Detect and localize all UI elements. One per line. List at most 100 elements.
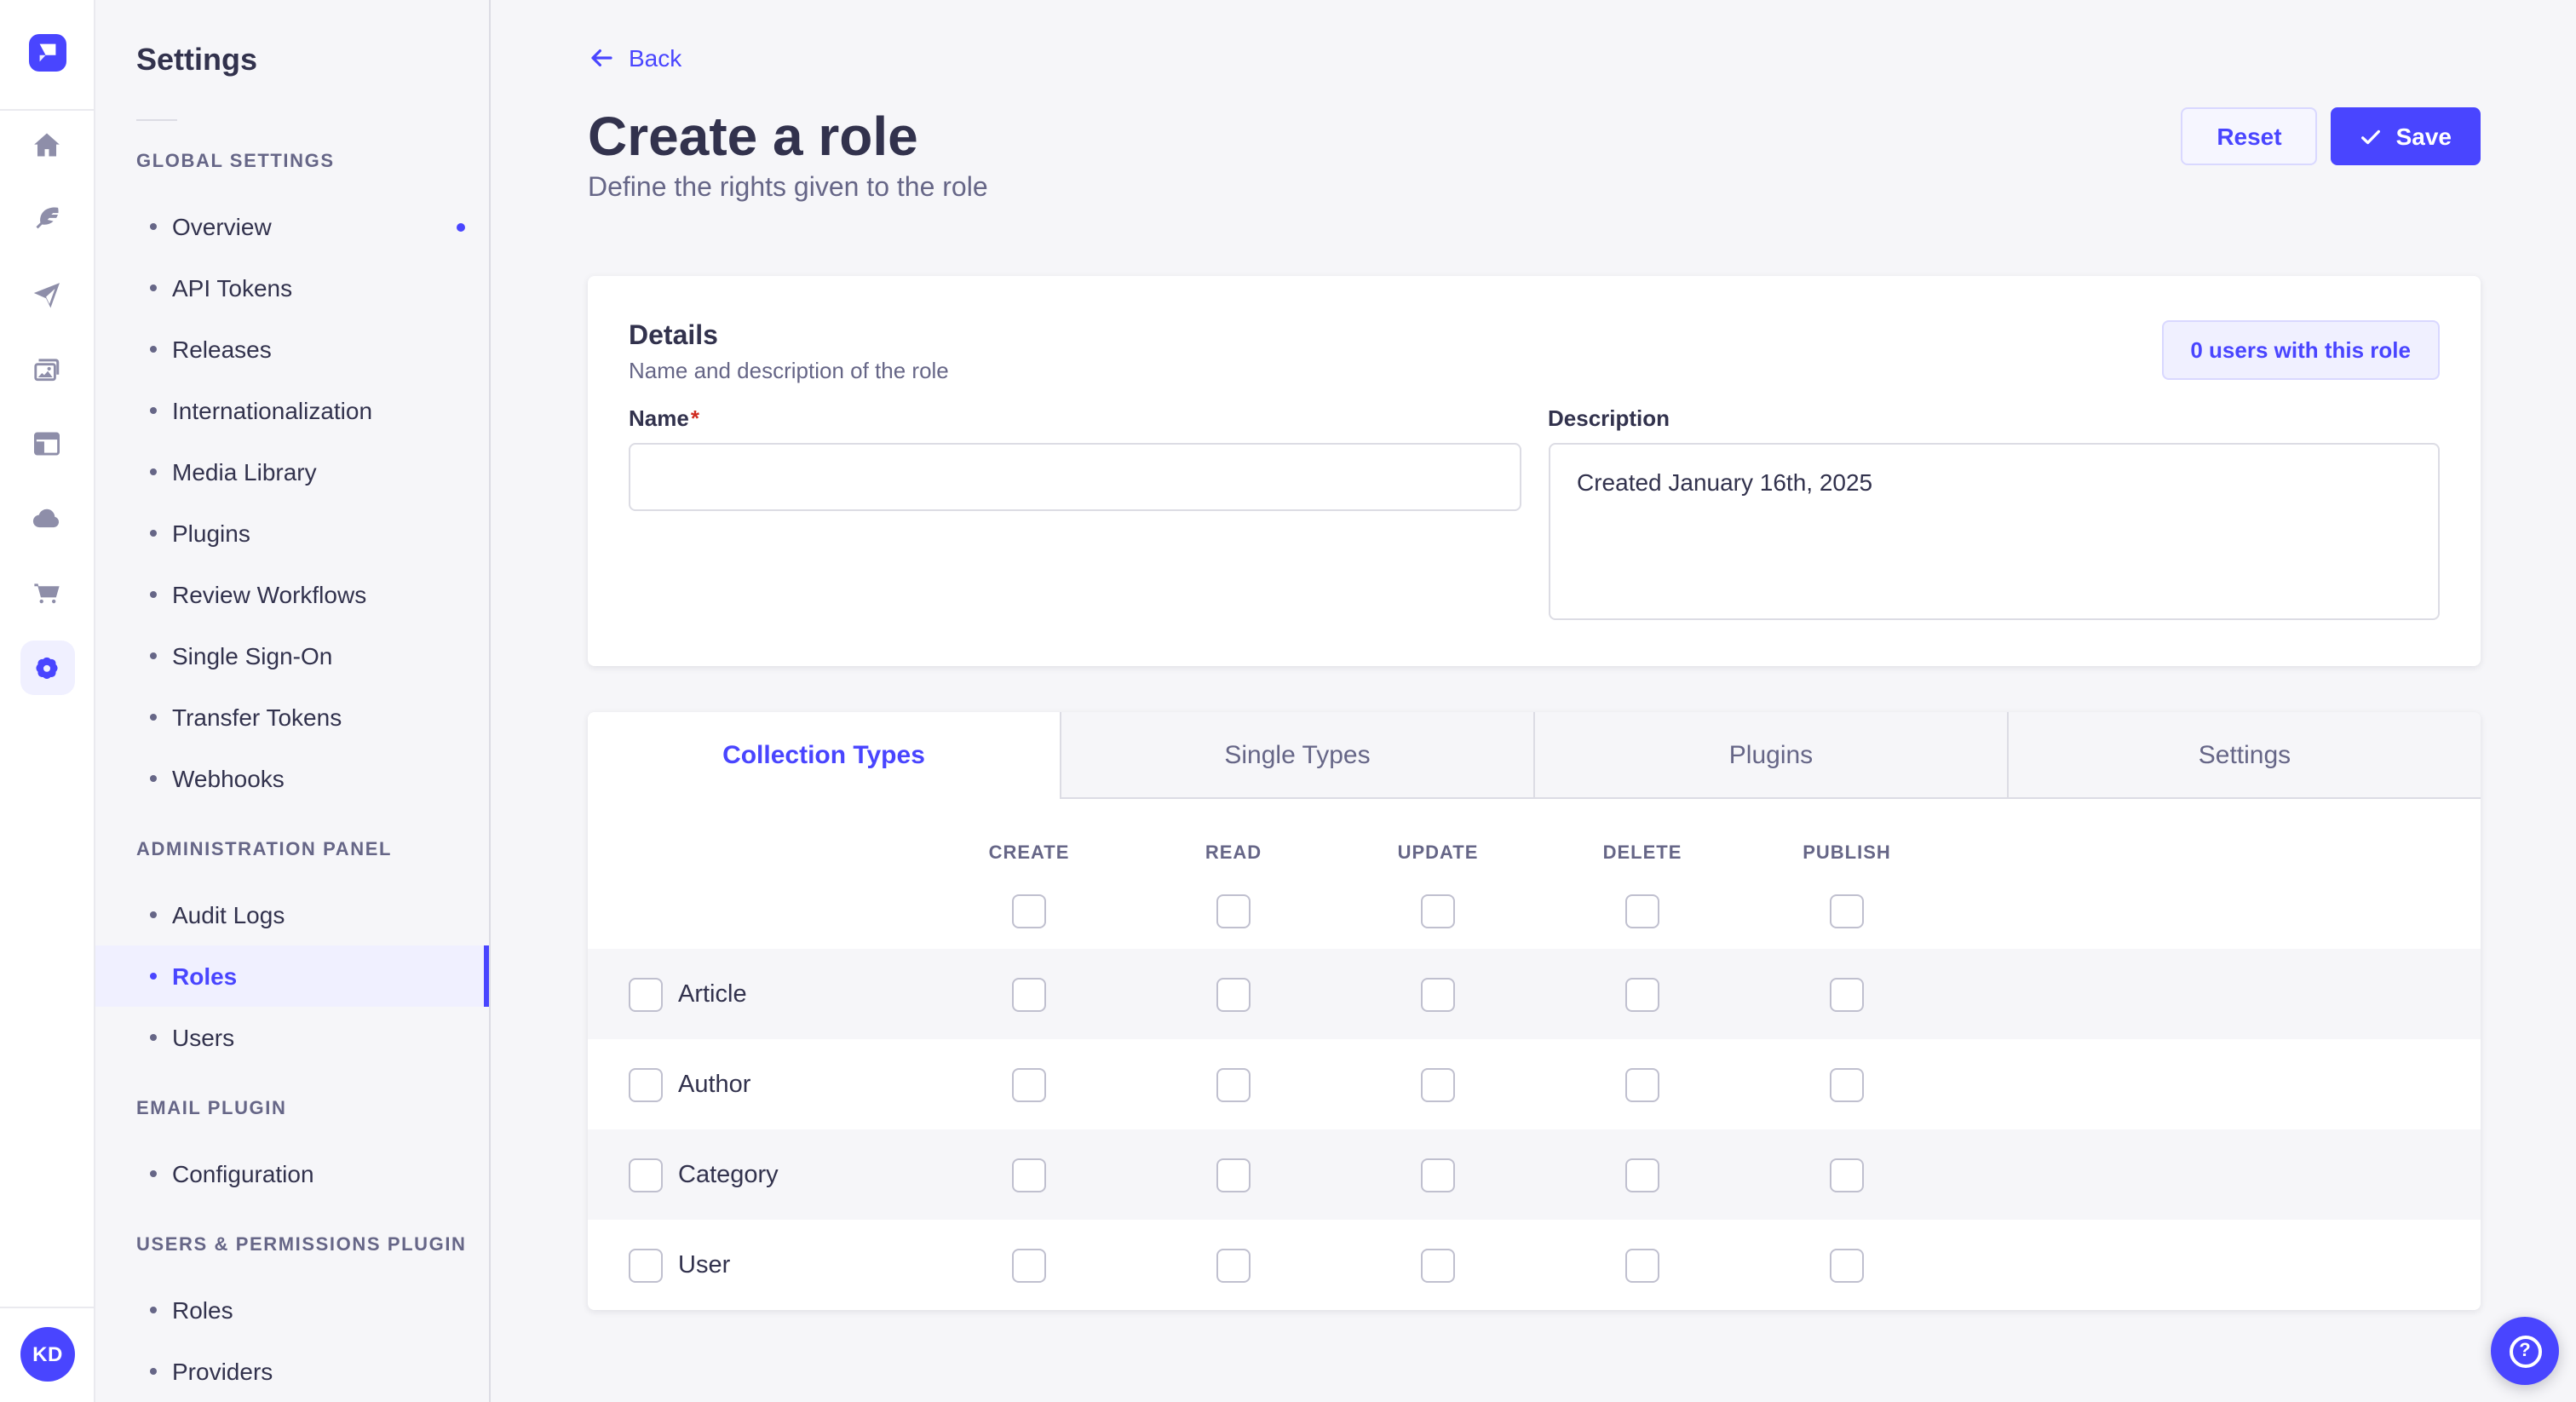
page-subtitle: Define the rights given to the role (588, 174, 988, 203)
checkbox-author-delete[interactable] (1625, 1067, 1659, 1101)
checkbox-article-read[interactable] (1216, 977, 1251, 1011)
reset-button[interactable]: Reset (2181, 107, 2318, 165)
checkbox-category-create[interactable] (1012, 1158, 1046, 1192)
description-label: Description (1548, 405, 1670, 431)
checkbox-row-category[interactable] (629, 1158, 663, 1192)
bullet-icon (150, 346, 157, 353)
bullet-icon (150, 1307, 157, 1313)
section-label-users-permissions-plugin: USERS & PERMISSIONS PLUGIN (136, 1235, 467, 1255)
checkbox-all-create[interactable] (1012, 894, 1046, 928)
sidebar-item-internationalization[interactable]: Internationalization (95, 380, 489, 441)
checkbox-all-read[interactable] (1216, 894, 1251, 928)
table-row-article: Article (588, 949, 2481, 1039)
description-textarea[interactable]: Created January 16th, 2025 (1548, 443, 2440, 620)
page-title: Create a role (588, 106, 918, 167)
avatar[interactable]: KD (20, 1327, 75, 1382)
sidebar-item-webhooks[interactable]: Webhooks (95, 748, 489, 809)
checkbox-row-article[interactable] (629, 977, 663, 1011)
bullet-icon (150, 284, 157, 291)
cloud-icon[interactable] (20, 491, 74, 545)
layout-panel-icon[interactable] (20, 416, 74, 470)
users-with-role-button[interactable]: 0 users with this role (2161, 320, 2440, 380)
sidebar-item-overview[interactable]: Overview (95, 196, 489, 257)
checkbox-article-create[interactable] (1012, 977, 1046, 1011)
sidebar-item-label: Review Workflows (172, 581, 367, 608)
checkbox-category-publish[interactable] (1830, 1158, 1864, 1192)
name-label-text: Name (629, 405, 689, 431)
sidebar-item-up-roles[interactable]: Roles (95, 1279, 489, 1341)
bullet-icon (150, 775, 157, 782)
checkbox-article-publish[interactable] (1830, 977, 1864, 1011)
sidebar-item-label: Plugins (172, 520, 250, 547)
sidebar-item-label: Overview (172, 213, 272, 240)
strip-divider-bottom (0, 1307, 94, 1308)
bullet-icon (150, 652, 157, 659)
sidebar-item-single-sign-on[interactable]: Single Sign-On (95, 625, 489, 687)
sidebar-title: Settings (136, 43, 258, 77)
help-button[interactable]: ? (2491, 1317, 2559, 1385)
checkbox-article-update[interactable] (1421, 977, 1455, 1011)
tab-plugins[interactable]: Plugins (1533, 712, 2007, 799)
media-library-icon[interactable] (20, 342, 74, 397)
checkbox-user-delete[interactable] (1625, 1248, 1659, 1282)
checkbox-user-read[interactable] (1216, 1248, 1251, 1282)
checkbox-user-update[interactable] (1421, 1248, 1455, 1282)
sidebar-item-users[interactable]: Users (95, 1007, 489, 1068)
name-input[interactable] (629, 443, 1521, 511)
sidebar-item-label: API Tokens (172, 274, 293, 302)
home-icon[interactable] (20, 118, 74, 172)
sidebar-item-transfer-tokens[interactable]: Transfer Tokens (95, 687, 489, 748)
checkbox-row-author[interactable] (629, 1067, 663, 1101)
name-label: Name * (629, 405, 1521, 433)
bullet-icon (150, 407, 157, 414)
table-row-category: Category (588, 1129, 2481, 1220)
sidebar-item-label: Transfer Tokens (172, 704, 342, 731)
tab-collection-types[interactable]: Collection Types (588, 712, 1060, 799)
settings-sidebar: Settings GLOBAL SETTINGS Overview API To… (95, 0, 491, 1402)
checkbox-author-publish[interactable] (1830, 1067, 1864, 1101)
sidebar-item-audit-logs[interactable]: Audit Logs (95, 884, 489, 945)
marketplace-cart-icon[interactable] (20, 566, 74, 620)
column-header-read: READ (1205, 843, 1262, 864)
checkbox-category-read[interactable] (1216, 1158, 1251, 1192)
strapi-logo[interactable] (29, 34, 66, 72)
sidebar-item-label: Providers (172, 1358, 273, 1385)
settings-gear-icon[interactable] (20, 641, 74, 695)
bullet-icon (150, 1034, 157, 1041)
checkbox-all-publish[interactable] (1830, 894, 1864, 928)
column-header-create: CREATE (988, 843, 1070, 864)
sidebar-item-configuration[interactable]: Configuration (95, 1143, 489, 1204)
checkbox-category-delete[interactable] (1625, 1158, 1659, 1192)
checkbox-user-publish[interactable] (1830, 1248, 1864, 1282)
sidebar-item-label: Media Library (172, 458, 317, 486)
tab-single-types[interactable]: Single Types (1060, 712, 1533, 799)
sidebar-item-media-library[interactable]: Media Library (95, 441, 489, 503)
main-nav-strip: KD (0, 0, 95, 1402)
back-link[interactable]: Back (588, 44, 681, 72)
checkbox-user-create[interactable] (1012, 1248, 1046, 1282)
checkbox-author-create[interactable] (1012, 1067, 1046, 1101)
table-row-author: Author (588, 1039, 2481, 1129)
checkbox-row-user[interactable] (629, 1248, 663, 1282)
checkbox-all-delete[interactable] (1625, 894, 1659, 928)
checkbox-article-delete[interactable] (1625, 977, 1659, 1011)
tab-settings[interactable]: Settings (2007, 712, 2481, 799)
checkbox-author-read[interactable] (1216, 1067, 1251, 1101)
details-subtitle: Name and description of the role (629, 358, 949, 383)
sidebar-item-api-tokens[interactable]: API Tokens (95, 257, 489, 319)
permissions-card: Collection Types Single Types Plugins Se… (588, 712, 2481, 1310)
checkbox-all-update[interactable] (1421, 894, 1455, 928)
save-button[interactable]: Save (2331, 107, 2481, 165)
section-users-permissions-plugin: Roles Providers (95, 1279, 489, 1402)
sidebar-item-releases[interactable]: Releases (95, 319, 489, 380)
sidebar-item-roles-active[interactable]: Roles (95, 945, 489, 1007)
checkbox-category-update[interactable] (1421, 1158, 1455, 1192)
bullet-icon (150, 468, 157, 475)
sidebar-item-review-workflows[interactable]: Review Workflows (95, 564, 489, 625)
sidebar-item-providers[interactable]: Providers (95, 1341, 489, 1402)
sidebar-item-plugins[interactable]: Plugins (95, 503, 489, 564)
paper-plane-icon[interactable] (20, 267, 74, 322)
main-content: Back Create a role Reset Save Define the… (491, 0, 2576, 1402)
feather-pen-icon[interactable] (20, 191, 74, 245)
checkbox-author-update[interactable] (1421, 1067, 1455, 1101)
